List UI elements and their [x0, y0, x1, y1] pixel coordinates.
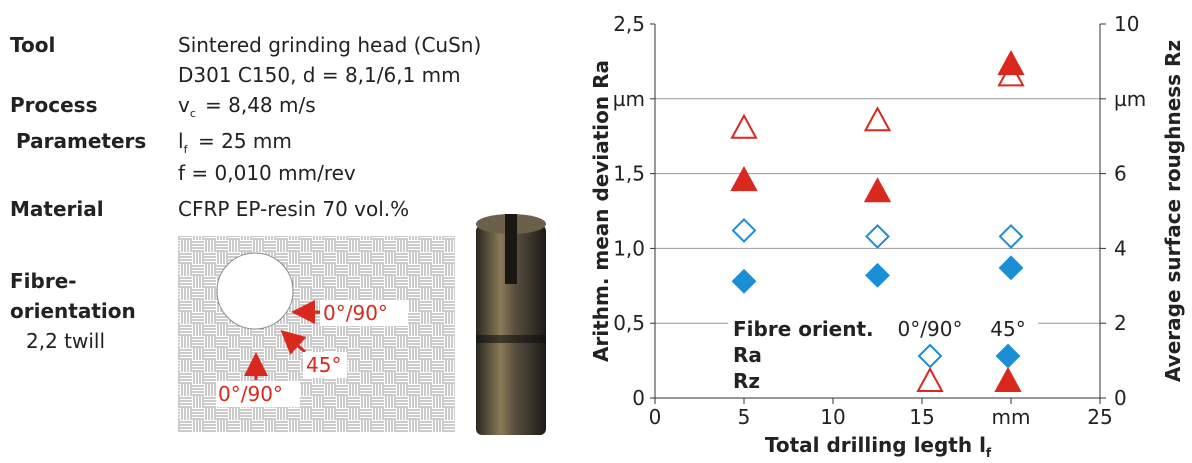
spec-value: vc = 8,48 m/s: [178, 93, 316, 120]
spec-label: Tool: [10, 33, 55, 57]
legend-column: 0°/90°: [898, 317, 963, 341]
twill-diagram: 0°/90° 45° 0°/90°: [178, 236, 455, 432]
orientation-label: 0°/90°: [323, 301, 388, 325]
spec-label: Fibre-: [10, 269, 77, 293]
y2-tick-label: 0: [1114, 386, 1127, 410]
legend-column: 45°: [990, 317, 1025, 341]
y2-tick-label: 10: [1114, 12, 1139, 36]
subscript: f: [184, 143, 189, 156]
diamond-marker: [867, 225, 889, 247]
triangle-marker: [732, 168, 756, 190]
triangle-marker: [866, 179, 890, 201]
symbol: v: [178, 93, 190, 117]
value: = 25 mm: [198, 129, 292, 153]
spec-value: lf= 25 mm: [178, 129, 292, 156]
y2-tick-label: 2: [1114, 311, 1127, 335]
x-tick-label: 5: [738, 405, 751, 429]
spec-value: Sintered grinding head (CuSn): [178, 33, 481, 57]
x-tick-label: 10: [820, 405, 845, 429]
hole: [217, 253, 293, 329]
diamond-marker: [867, 264, 889, 286]
y-axis-label: Arithm. mean deviation Ra: [589, 60, 613, 362]
spec-label: Material: [10, 197, 104, 221]
y-tick-label: 1,5: [613, 162, 645, 186]
tool-photo: [462, 205, 558, 435]
spec-label: orientation: [10, 299, 136, 323]
x-tick-label: 0: [649, 405, 662, 429]
diamond-marker: [1000, 257, 1022, 279]
y-tick-label: 1,0: [613, 236, 645, 260]
slot: [505, 214, 517, 284]
y2-tick-label: 6: [1114, 162, 1127, 186]
y-tick-label: µm: [613, 87, 645, 111]
orientation-label: 45°: [306, 353, 341, 377]
x-label-sub: f: [986, 446, 992, 460]
y2-axis-label: Average surface roughness Rz: [1161, 40, 1185, 382]
x-label-text: Total drilling legth l: [765, 433, 986, 457]
spec-value: f = 0,010 mm/rev: [178, 161, 356, 185]
spec-value: 2,2 twill: [26, 329, 105, 353]
x-tick-label: mm: [992, 405, 1031, 429]
x-tick-label: 15: [909, 405, 934, 429]
diamond-marker: [733, 219, 755, 241]
x-tick-label: 25: [1087, 405, 1112, 429]
legend-row: Rz: [733, 369, 760, 393]
value: = 8,48 m/s: [205, 93, 316, 117]
chart: Arithm. mean deviation Ra Average surfac…: [589, 12, 1185, 460]
spec-value: CFRP EP-resin 70 vol.%: [178, 197, 409, 221]
groove: [476, 335, 546, 343]
spec-label: Parameters: [16, 129, 146, 153]
y-tick-label: 2,5: [613, 12, 645, 36]
y2-tick-label: µm: [1114, 87, 1146, 111]
x-axis-label: Total drilling legth lf: [765, 433, 992, 460]
subscript: c: [190, 107, 196, 120]
spec-value: D301 C150, d = 8,1/6,1 mm: [178, 63, 461, 87]
spec-label: Process: [10, 93, 98, 117]
triangle-marker: [866, 108, 890, 130]
triangle-marker: [732, 116, 756, 138]
triangle-marker: [999, 52, 1023, 74]
legend-row: Ra: [733, 343, 762, 367]
y-tick-label: 0,5: [613, 311, 645, 335]
orientation-label: 0°/90°: [218, 382, 283, 406]
diamond-marker: [733, 270, 755, 292]
y2-tick-label: 4: [1114, 236, 1127, 260]
y-tick-label: 0: [632, 386, 645, 410]
figure: Tool Sintered grinding head (CuSn) D301 …: [0, 0, 1192, 463]
legend-title: Fibre orient.: [733, 317, 874, 341]
diamond-marker: [1000, 225, 1022, 247]
